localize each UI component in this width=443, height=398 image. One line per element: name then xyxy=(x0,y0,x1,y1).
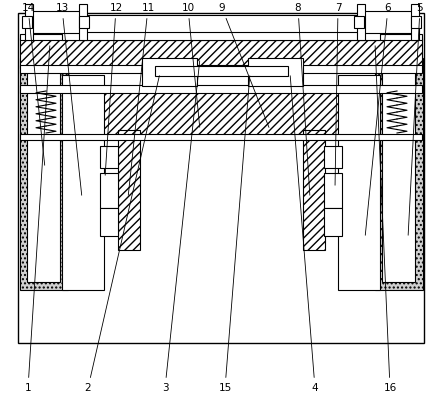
Bar xyxy=(79,16,89,28)
Bar xyxy=(338,75,380,290)
Bar xyxy=(155,66,288,76)
Bar xyxy=(382,72,415,282)
Bar xyxy=(30,11,82,33)
Text: 15: 15 xyxy=(218,76,250,393)
Bar xyxy=(411,4,419,40)
Bar xyxy=(118,130,140,250)
Bar xyxy=(357,4,365,40)
Bar xyxy=(100,146,118,168)
Bar xyxy=(20,38,422,68)
Bar xyxy=(62,15,380,35)
Bar xyxy=(362,11,414,33)
Bar xyxy=(20,34,422,40)
Text: 11: 11 xyxy=(128,3,155,195)
Text: 9: 9 xyxy=(219,3,269,127)
Text: 1: 1 xyxy=(25,46,50,393)
Bar xyxy=(20,58,68,290)
Bar xyxy=(20,85,422,93)
Bar xyxy=(100,173,118,208)
Text: 7: 7 xyxy=(335,3,341,185)
Bar xyxy=(62,90,380,138)
Bar xyxy=(324,146,342,168)
Bar xyxy=(354,16,364,28)
Bar xyxy=(20,134,422,140)
Text: 14: 14 xyxy=(21,3,45,165)
Bar xyxy=(324,208,342,236)
Text: 16: 16 xyxy=(375,46,396,393)
Bar xyxy=(25,4,33,40)
Bar xyxy=(62,75,104,290)
Bar xyxy=(79,4,87,40)
Text: 5: 5 xyxy=(408,3,424,235)
Bar xyxy=(22,16,32,28)
Text: 2: 2 xyxy=(85,76,159,393)
Bar xyxy=(100,208,118,236)
Text: 13: 13 xyxy=(55,3,82,195)
Text: 8: 8 xyxy=(295,3,310,195)
Bar xyxy=(375,58,423,290)
Text: 6: 6 xyxy=(365,3,391,235)
Text: 4: 4 xyxy=(290,76,319,393)
Text: 3: 3 xyxy=(162,61,200,393)
Bar xyxy=(324,173,342,208)
Bar xyxy=(411,16,421,28)
Bar xyxy=(142,58,197,86)
Bar xyxy=(248,58,303,86)
Bar xyxy=(27,72,60,282)
Text: 10: 10 xyxy=(182,3,200,127)
Bar xyxy=(18,13,424,343)
Text: 12: 12 xyxy=(105,3,123,175)
Bar xyxy=(20,65,422,73)
Bar xyxy=(62,32,380,40)
Bar xyxy=(303,130,325,250)
